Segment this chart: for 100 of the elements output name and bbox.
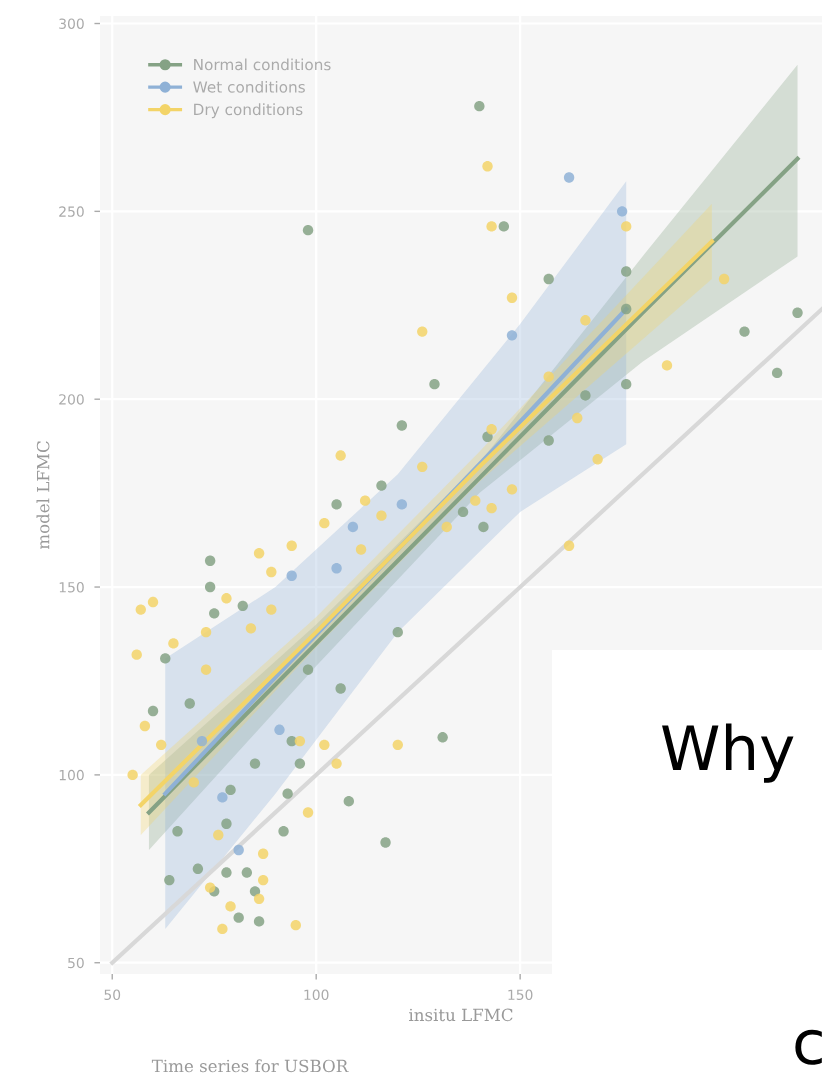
point [245,623,257,634]
point [486,424,497,435]
point [196,735,208,747]
point [592,454,603,465]
point [253,916,265,927]
y-axis-title: model LFMC [36,441,50,550]
point [478,521,489,533]
point [192,863,204,875]
point [661,360,673,371]
point [241,867,253,878]
point [376,510,387,521]
point [482,161,493,172]
point [437,732,448,743]
point [621,378,632,390]
point [335,683,346,694]
point [257,848,269,859]
point [343,795,355,807]
point [359,495,371,506]
point [135,604,146,615]
point [396,420,408,431]
point [335,450,346,461]
point [331,758,342,769]
point [209,608,220,619]
point [792,307,803,318]
point [274,724,285,735]
annotation: Why [662,723,794,783]
point [302,224,314,236]
point [217,792,228,803]
point [200,664,212,675]
point [331,499,342,510]
point [457,506,469,518]
point [278,826,289,837]
point [266,566,277,578]
point [155,739,167,751]
point [221,593,232,604]
point [286,570,297,581]
point [347,521,359,533]
point [506,330,518,341]
point [718,273,730,285]
point [331,563,342,574]
point [286,540,297,551]
point [486,502,497,514]
point [392,626,403,638]
point [417,326,428,337]
point [188,777,200,788]
point [253,893,265,905]
point [482,431,493,442]
point [392,739,403,751]
point [172,826,183,837]
line-series [146,156,800,815]
point [233,844,244,856]
point [563,172,575,183]
point [543,435,554,446]
point [486,221,497,232]
point [221,818,232,829]
point [319,739,330,751]
point [168,638,179,649]
point [302,807,314,818]
point [429,378,440,390]
point [204,581,216,593]
point [355,544,367,555]
point [506,484,518,495]
point [217,923,228,935]
point [147,596,159,608]
point [266,604,277,615]
point [164,874,175,886]
point [127,769,138,781]
point [319,517,330,529]
point [204,882,216,893]
x-axis-title: insitu LFMC [409,1008,513,1022]
point [543,371,554,382]
point [441,521,452,533]
point [417,461,428,473]
point [498,221,510,232]
point [621,221,632,232]
point [282,788,293,799]
point [621,303,632,315]
point [580,390,591,401]
point [616,206,628,217]
point [290,919,301,931]
line-series [163,306,629,796]
point [225,901,236,912]
point [470,495,481,506]
point [160,653,171,664]
point [253,548,265,559]
text: Time series for USBOR [151,1059,349,1073]
point [771,367,783,379]
point [580,315,591,326]
point [294,735,306,747]
point [257,874,269,886]
point [396,499,408,510]
point [563,540,575,551]
point [380,837,391,848]
point [204,555,216,566]
point [213,829,224,841]
point [221,867,232,878]
point [302,664,314,675]
point [237,600,248,612]
point [131,649,142,660]
point [184,698,195,709]
